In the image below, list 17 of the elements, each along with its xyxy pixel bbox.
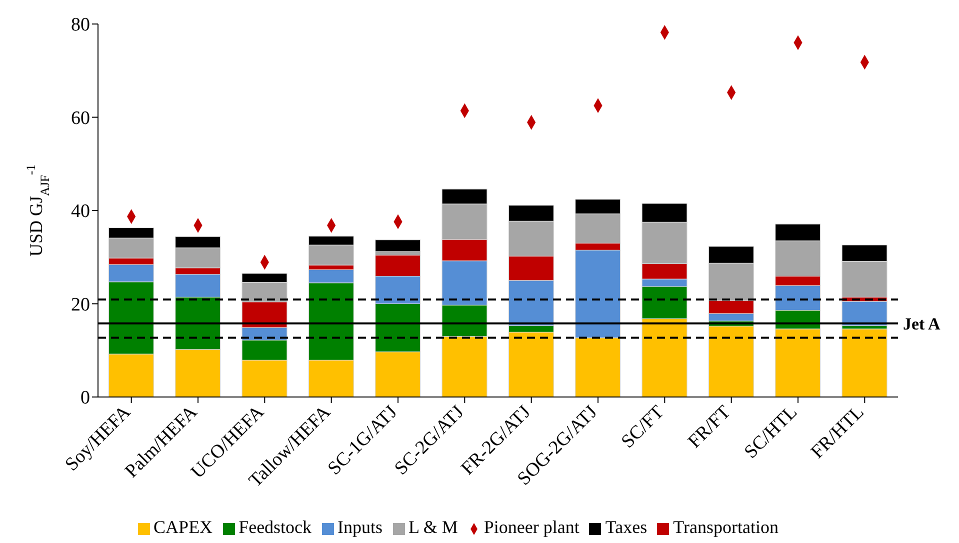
legend-label: Pioneer plant [484, 517, 580, 537]
bar [842, 301, 888, 326]
bar [375, 240, 421, 252]
bar [842, 328, 888, 397]
bar [708, 326, 754, 397]
y-tick-label: 0 [80, 388, 90, 409]
y-tick-label: 60 [71, 108, 90, 129]
y-tick-label: 80 [71, 14, 90, 36]
legend-label: Taxes [605, 517, 648, 537]
legend-label: L & M [408, 517, 458, 537]
legend-label: Transportation [673, 517, 778, 537]
legend-label: CAPEX [154, 517, 213, 537]
y-tick-label: 40 [71, 201, 90, 222]
legend-label: Feedstock [238, 517, 312, 537]
legend-label: Inputs [338, 517, 383, 537]
ref-line-label: Jet A [903, 314, 942, 334]
y-tick-label: 20 [71, 294, 90, 316]
